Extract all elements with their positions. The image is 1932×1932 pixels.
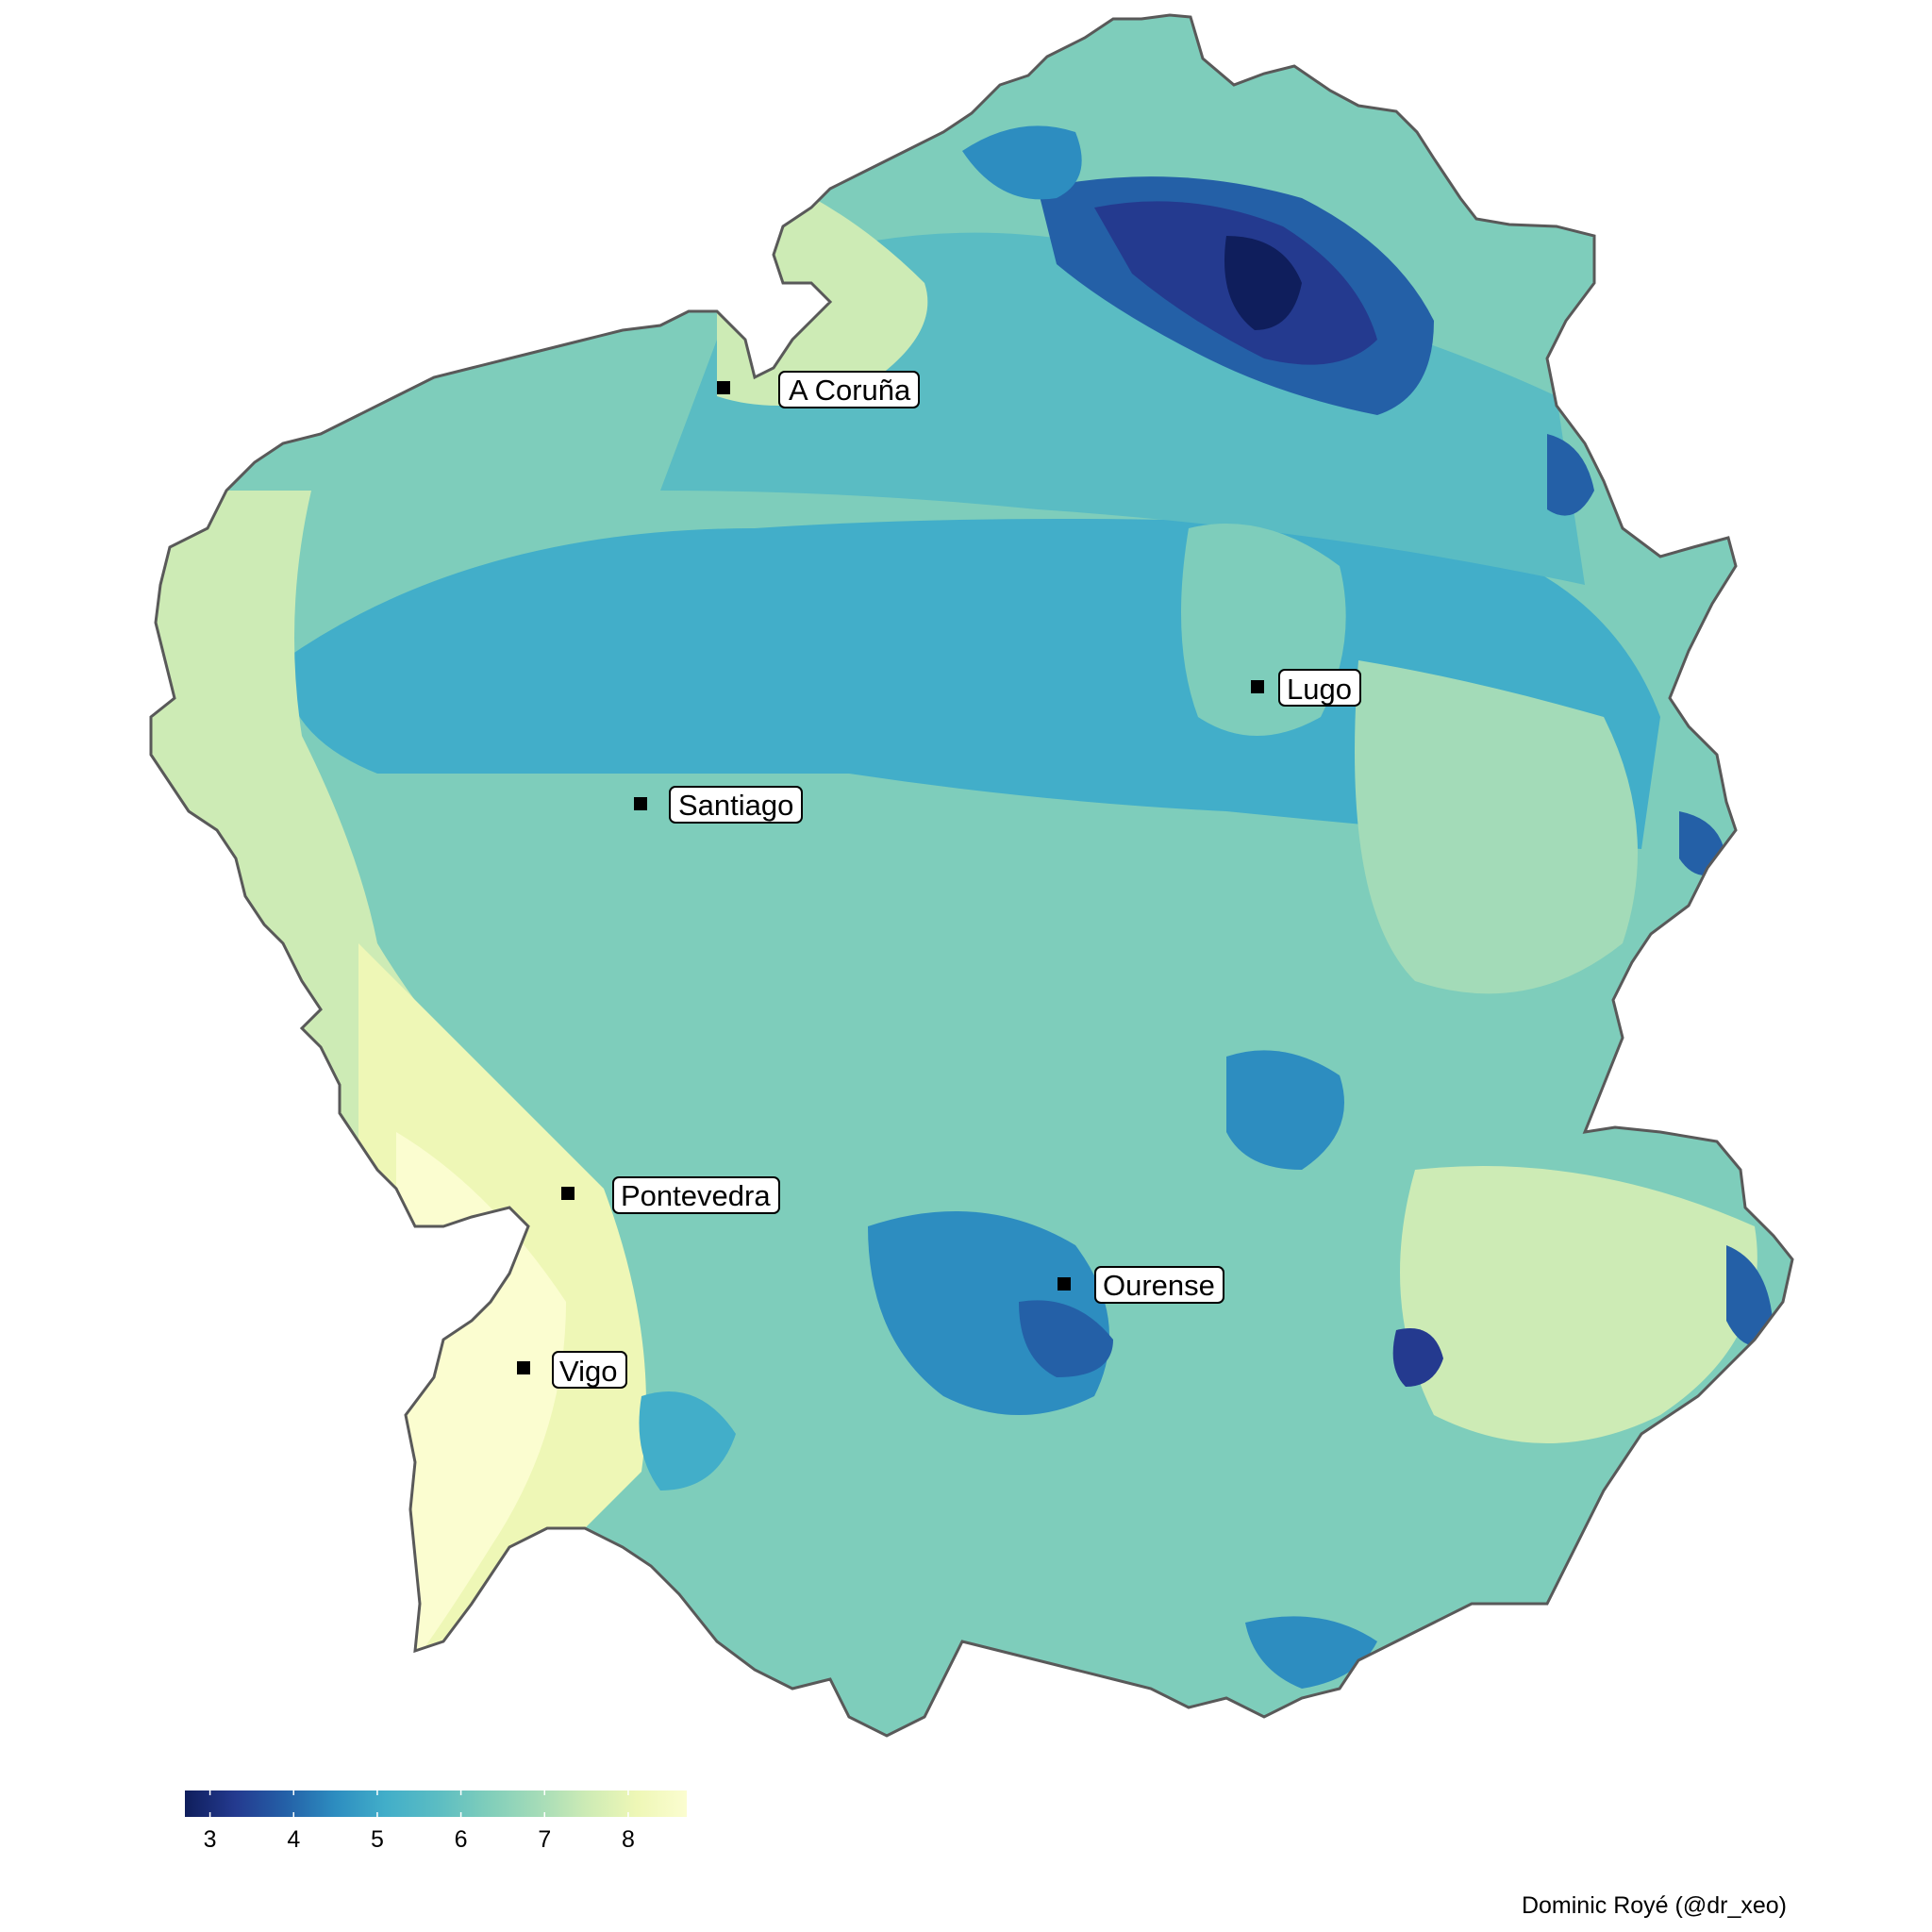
city-label: Lugo — [1287, 673, 1352, 706]
legend-tick-label: 4 — [287, 1826, 300, 1853]
city-layer: A Coruña Lugo Santiago Pontevedra Ourens… — [517, 371, 1361, 1389]
legend-tick-label: 6 — [455, 1826, 468, 1853]
legend-tick-label: 3 — [204, 1826, 217, 1853]
city-lugo: Lugo — [1251, 669, 1361, 707]
map-region-southwest-blue — [639, 1391, 736, 1491]
city-marker — [561, 1187, 575, 1200]
city-label-box — [778, 371, 920, 408]
map-region-northeast-blue — [962, 125, 1082, 200]
city-label: Vigo — [559, 1355, 618, 1388]
city-marker — [717, 381, 730, 394]
city-santiago: Santiago — [634, 786, 803, 824]
city-label-box — [1094, 1266, 1224, 1304]
legend-colorbar — [185, 1790, 687, 1817]
city-label: A Coruña — [789, 374, 911, 407]
city-label-box — [552, 1351, 627, 1389]
map-region-east-edge-3 — [1726, 1245, 1774, 1346]
city-vigo: Vigo — [517, 1351, 627, 1389]
city-label-box — [1278, 669, 1361, 707]
legend-tick-label: 5 — [371, 1826, 384, 1853]
legend-ticks: 3 4 5 6 7 8 — [204, 1790, 635, 1853]
city-label: Pontevedra — [621, 1179, 771, 1212]
author-caption: Dominic Royé (@dr_xeo) — [1522, 1892, 1787, 1919]
city-label: Santiago — [678, 789, 793, 822]
map-region-east-light — [1355, 660, 1638, 994]
city-ourense: Ourense — [1058, 1266, 1224, 1304]
legend-tick-label: 7 — [538, 1826, 551, 1853]
map-region-east-basin — [1226, 1050, 1344, 1170]
city-label-box — [669, 786, 803, 824]
map-region-southeast-peak — [1392, 1328, 1443, 1387]
city-marker — [634, 797, 647, 810]
legend-tick-label: 8 — [622, 1826, 635, 1853]
city-label: Ourense — [1103, 1269, 1215, 1302]
city-a-coruna: A Coruña — [717, 371, 920, 408]
map-region-south-blue — [1245, 1616, 1377, 1689]
color-legend: 3 4 5 6 7 8 — [185, 1790, 687, 1853]
city-marker — [1251, 680, 1264, 693]
city-marker — [1058, 1277, 1071, 1291]
city-pontevedra: Pontevedra — [561, 1176, 780, 1214]
city-label-box — [612, 1176, 780, 1214]
map-region-ourense-core — [1019, 1300, 1113, 1377]
map-region-north-summit — [1224, 236, 1302, 330]
map-region-east-edge — [1547, 434, 1594, 516]
map-region-southeast-light — [1400, 1166, 1757, 1443]
city-marker — [517, 1361, 530, 1374]
